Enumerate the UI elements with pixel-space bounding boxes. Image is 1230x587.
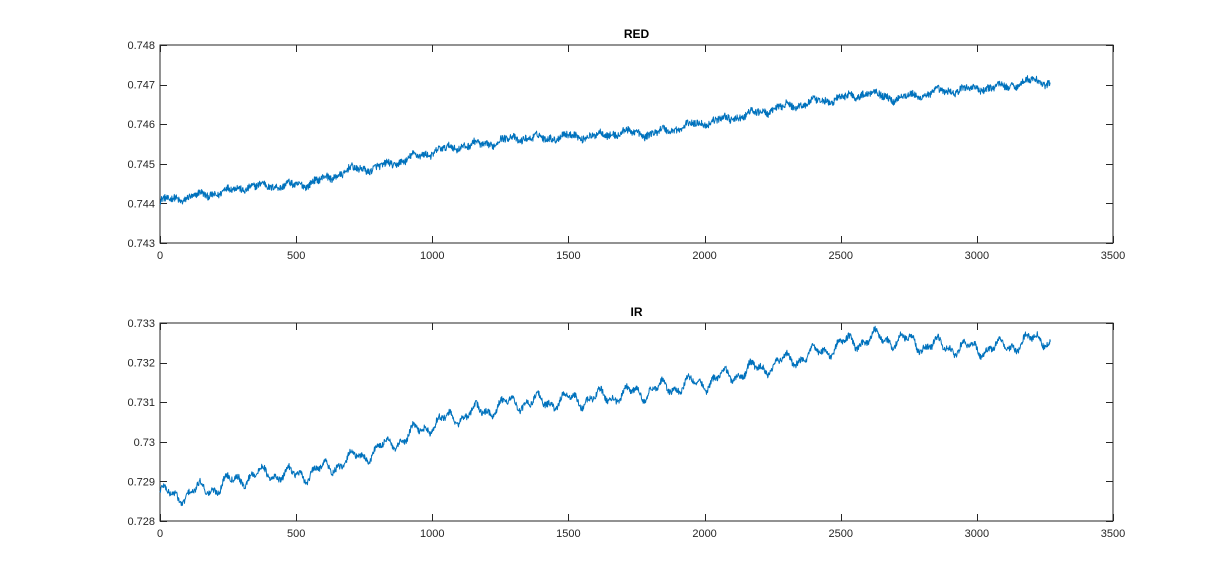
red-plot-area bbox=[159, 44, 1114, 244]
red-x-tick-label: 0 bbox=[157, 250, 163, 262]
red-y-tick-label: 0.743 bbox=[127, 238, 155, 250]
ir-x-tick-label: 3000 bbox=[965, 528, 989, 540]
red-y-tick-label: 0.745 bbox=[127, 159, 155, 171]
red-axes: RED 0 500 1000 1500 2000 2500 3000 3500 0.743 0.74… bbox=[127, 27, 1125, 262]
red-x-tick-label: 3500 bbox=[1101, 250, 1125, 262]
ir-x-tick-label: 1500 bbox=[556, 528, 580, 540]
red-y-tick-label: 0.746 bbox=[127, 119, 155, 131]
ir-y-tick-label: 0.731 bbox=[127, 397, 155, 409]
red-x-tick-label: 1500 bbox=[556, 250, 580, 262]
ir-axes: IR 0 500 1000 1500 2000 2500 3000 3500 0.728 0.729… bbox=[127, 305, 1125, 540]
ir-x-tick-label: 0 bbox=[157, 528, 163, 540]
red-x-tick-label: 1000 bbox=[420, 250, 444, 262]
ir-series-line bbox=[159, 325, 1051, 507]
red-series-line bbox=[159, 75, 1051, 206]
ir-x-tick-label: 3500 bbox=[1101, 528, 1125, 540]
red-y-tick-label: 0.748 bbox=[127, 40, 155, 52]
red-x-tick-label: 3000 bbox=[965, 250, 989, 262]
red-x-tick-label: 500 bbox=[287, 250, 305, 262]
red-y-tick-label: 0.744 bbox=[127, 198, 155, 210]
red-x-tick-label: 2000 bbox=[692, 250, 716, 262]
ir-x-tick-label: 2000 bbox=[692, 528, 716, 540]
ir-x-tick-label: 1000 bbox=[420, 528, 444, 540]
red-y-tick-label: 0.747 bbox=[127, 80, 155, 92]
red-x-tick-label: 2500 bbox=[828, 250, 852, 262]
ir-plot-area bbox=[159, 322, 1114, 522]
ir-x-tick-label: 500 bbox=[287, 528, 305, 540]
ir-y-tick-label: 0.73 bbox=[134, 437, 155, 449]
ir-y-tick-label: 0.728 bbox=[127, 516, 155, 528]
ir-y-tick-label: 0.729 bbox=[127, 476, 155, 488]
ir-chart-title: IR bbox=[631, 305, 643, 319]
ir-y-tick-label: 0.732 bbox=[127, 358, 155, 370]
ir-y-tick-label: 0.733 bbox=[127, 318, 155, 330]
red-chart-title: RED bbox=[624, 27, 650, 41]
ir-x-tick-label: 2500 bbox=[828, 528, 852, 540]
